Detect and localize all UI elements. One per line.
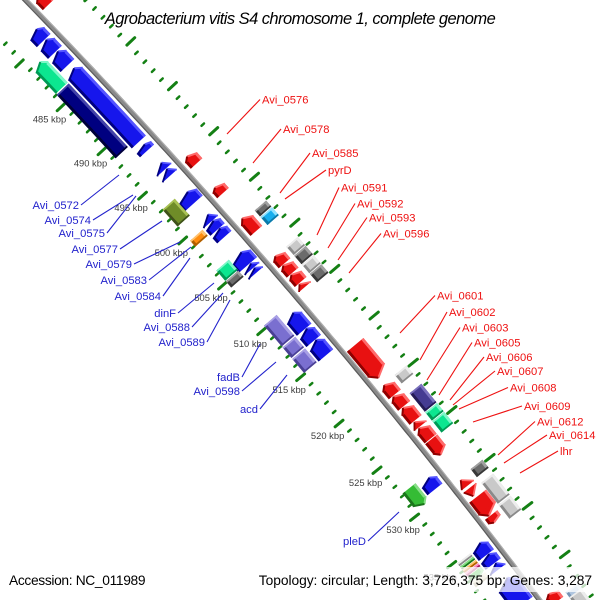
svg-text:525 kbp: 525 kbp	[349, 477, 382, 488]
svg-text:490 kbp: 490 kbp	[74, 158, 107, 169]
svg-text:Avi_0591: Avi_0591	[341, 183, 387, 195]
svg-text:acd: acd	[240, 404, 258, 416]
svg-text:Topology: circular; Length: 3,: Topology: circular; Length: 3,726,375 bp…	[259, 573, 592, 588]
svg-text:510 kbp: 510 kbp	[234, 338, 267, 349]
svg-text:Avi_0614: Avi_0614	[549, 430, 595, 442]
svg-text:Avi_0572: Avi_0572	[33, 200, 79, 212]
svg-text:Agrobacterium vitis S4 chromos: Agrobacterium vitis S4 chromosome 1, com…	[104, 10, 496, 28]
svg-text:495 kbp: 495 kbp	[114, 202, 147, 213]
svg-text:Avi_0577: Avi_0577	[72, 244, 118, 256]
svg-text:530 kbp: 530 kbp	[386, 524, 419, 535]
svg-text:Avi_0598: Avi_0598	[194, 386, 240, 398]
svg-text:Avi_0575: Avi_0575	[59, 228, 105, 240]
svg-text:Avi_0596: Avi_0596	[383, 229, 429, 241]
svg-text:Avi_0605: Avi_0605	[474, 338, 520, 350]
svg-text:fadB: fadB	[217, 372, 240, 384]
svg-text:Avi_0584: Avi_0584	[115, 291, 161, 303]
svg-text:Avi_0603: Avi_0603	[462, 323, 508, 335]
svg-text:Avi_0576: Avi_0576	[262, 95, 308, 107]
svg-text:Avi_0574: Avi_0574	[45, 215, 91, 227]
svg-text:Avi_0583: Avi_0583	[101, 275, 147, 287]
svg-text:485 kbp: 485 kbp	[33, 114, 66, 125]
svg-text:Avi_0588: Avi_0588	[144, 322, 190, 334]
svg-text:Avi_0602: Avi_0602	[449, 307, 495, 319]
svg-text:Avi_0612: Avi_0612	[537, 417, 583, 429]
svg-text:pleD: pleD	[343, 536, 366, 548]
svg-text:lhr: lhr	[560, 446, 573, 458]
svg-text:515 kbp: 515 kbp	[273, 384, 306, 395]
svg-text:Avi_0606: Avi_0606	[486, 352, 532, 364]
svg-text:500 kbp: 500 kbp	[155, 247, 188, 258]
svg-text:Avi_0593: Avi_0593	[369, 213, 415, 225]
svg-text:dinF: dinF	[154, 308, 176, 320]
svg-text:Avi_0607: Avi_0607	[497, 366, 543, 378]
svg-text:Avi_0585: Avi_0585	[312, 148, 358, 160]
svg-text:Avi_0592: Avi_0592	[357, 199, 403, 211]
svg-text:505 kbp: 505 kbp	[194, 292, 227, 303]
svg-text:Avi_0609: Avi_0609	[524, 401, 570, 413]
svg-text:Avi_0578: Avi_0578	[283, 124, 329, 136]
svg-text:pyrD: pyrD	[328, 165, 352, 177]
svg-text:520 kbp: 520 kbp	[311, 430, 344, 441]
svg-text:Avi_0579: Avi_0579	[86, 259, 132, 271]
svg-text:Accession: NC_011989: Accession: NC_011989	[9, 573, 146, 588]
svg-text:Avi_0608: Avi_0608	[510, 383, 556, 395]
svg-text:Avi_0601: Avi_0601	[437, 291, 483, 303]
svg-text:Avi_0589: Avi_0589	[159, 337, 205, 349]
